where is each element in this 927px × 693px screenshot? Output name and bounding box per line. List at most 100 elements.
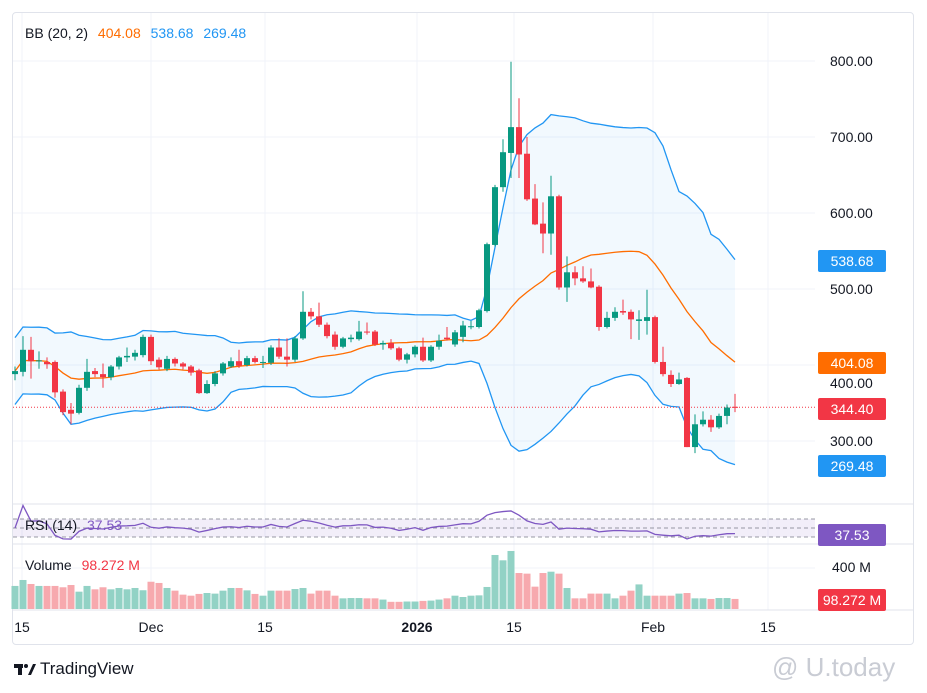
volume-bar bbox=[651, 595, 659, 609]
candle-body bbox=[628, 311, 634, 320]
candle-body bbox=[612, 311, 618, 318]
candle-body bbox=[636, 319, 642, 321]
candle-body bbox=[340, 338, 346, 347]
volume-bar bbox=[139, 590, 147, 609]
volume-bar bbox=[51, 585, 59, 609]
candle-body bbox=[132, 352, 138, 357]
volume-value: 98.272 M bbox=[81, 557, 140, 573]
volume-bar bbox=[179, 594, 187, 609]
volume-bar bbox=[147, 581, 155, 609]
candle-body bbox=[260, 361, 266, 363]
candle-body bbox=[28, 349, 34, 362]
candle-body bbox=[428, 346, 434, 361]
candle-body bbox=[180, 363, 186, 367]
candle-body bbox=[708, 419, 714, 428]
candle-body bbox=[116, 357, 122, 367]
volume-bar bbox=[707, 598, 715, 609]
candle-body bbox=[508, 127, 514, 153]
volume-legend[interactable]: Volume 98.272 M bbox=[25, 557, 146, 573]
volume-bar bbox=[555, 573, 563, 609]
candle-body bbox=[164, 358, 170, 369]
candle-body bbox=[60, 391, 66, 413]
volume-bar bbox=[379, 599, 387, 609]
candle-body bbox=[492, 187, 498, 245]
rsi-legend[interactable]: RSI (14) 37.53 bbox=[25, 517, 128, 533]
volume-bar bbox=[251, 593, 259, 609]
volume-bar bbox=[395, 601, 403, 609]
candle-body bbox=[388, 342, 394, 349]
volume-bar bbox=[171, 590, 179, 609]
bb-legend[interactable]: BB (20, 2) 404.08 538.68 269.48 bbox=[25, 25, 252, 41]
candle-body bbox=[68, 409, 74, 414]
candle-body bbox=[372, 331, 378, 345]
price-tick-label: 600.00 bbox=[830, 205, 873, 221]
tradingview-brand: TradingView bbox=[40, 659, 134, 678]
bb-label: BB (20, 2) bbox=[25, 25, 89, 41]
candle-body bbox=[348, 337, 354, 340]
candle-body bbox=[516, 127, 522, 155]
volume-badge: 98.272 M bbox=[818, 589, 886, 611]
volume-bar bbox=[467, 595, 475, 609]
volume-bar bbox=[571, 598, 579, 609]
candle-body bbox=[76, 387, 82, 413]
rsi-value: 37.53 bbox=[87, 517, 123, 533]
time-tick-label: Dec bbox=[138, 619, 164, 635]
volume-bar bbox=[195, 593, 203, 609]
candle-body bbox=[572, 272, 578, 279]
volume-bar bbox=[723, 598, 731, 609]
candle-body bbox=[300, 311, 306, 339]
volume-bar bbox=[427, 600, 435, 609]
chart-frame bbox=[12, 12, 914, 645]
tradingview-logo[interactable]: TradingView bbox=[14, 659, 134, 679]
volume-bar bbox=[731, 598, 739, 609]
volume-bar bbox=[131, 587, 139, 609]
candle-body bbox=[404, 354, 410, 360]
volume-bar bbox=[163, 587, 171, 609]
volume-bar bbox=[675, 593, 683, 609]
rsi-badge: 37.53 bbox=[818, 524, 886, 546]
volume-bar bbox=[187, 595, 195, 609]
candle-body bbox=[12, 371, 18, 375]
volume-bar bbox=[683, 593, 691, 609]
time-tick-label: 2026 bbox=[401, 619, 433, 635]
candle-body bbox=[604, 317, 610, 327]
volume-bar bbox=[115, 587, 123, 609]
candle-body bbox=[532, 198, 538, 225]
volume-bar bbox=[315, 590, 323, 609]
candle-body bbox=[316, 316, 322, 325]
candle-body bbox=[212, 373, 218, 384]
candle-body bbox=[92, 371, 98, 375]
volume-bar bbox=[411, 601, 419, 609]
time-tick-label: Feb bbox=[640, 619, 666, 635]
candle-body bbox=[596, 286, 602, 327]
candle-body bbox=[332, 334, 338, 347]
candle-body bbox=[460, 325, 466, 337]
volume-bar bbox=[539, 573, 547, 609]
candle-body bbox=[292, 338, 298, 360]
volume-bar bbox=[307, 593, 315, 609]
volume-label: Volume bbox=[25, 557, 72, 573]
volume-bar bbox=[667, 595, 675, 609]
candle-body bbox=[236, 361, 242, 366]
rsi-label: RSI (14) bbox=[25, 517, 78, 533]
candle-body bbox=[564, 272, 570, 288]
candle-body bbox=[484, 244, 490, 312]
price-tick-label: 800.00 bbox=[830, 53, 873, 69]
volume-bar bbox=[99, 587, 107, 609]
volume-bar bbox=[619, 595, 627, 609]
candle-body bbox=[196, 370, 202, 394]
candle-body bbox=[220, 363, 226, 374]
volume-bar bbox=[491, 554, 499, 609]
volume-bar bbox=[603, 593, 611, 609]
candle-body bbox=[324, 324, 330, 337]
volume-bar bbox=[635, 584, 643, 609]
candle-body bbox=[452, 332, 458, 345]
candle-body bbox=[548, 196, 554, 234]
candle-body bbox=[268, 347, 274, 363]
volume-bar bbox=[547, 571, 555, 609]
candle-body bbox=[412, 346, 418, 355]
volume-bar bbox=[75, 591, 83, 609]
volume-bar bbox=[643, 595, 651, 609]
